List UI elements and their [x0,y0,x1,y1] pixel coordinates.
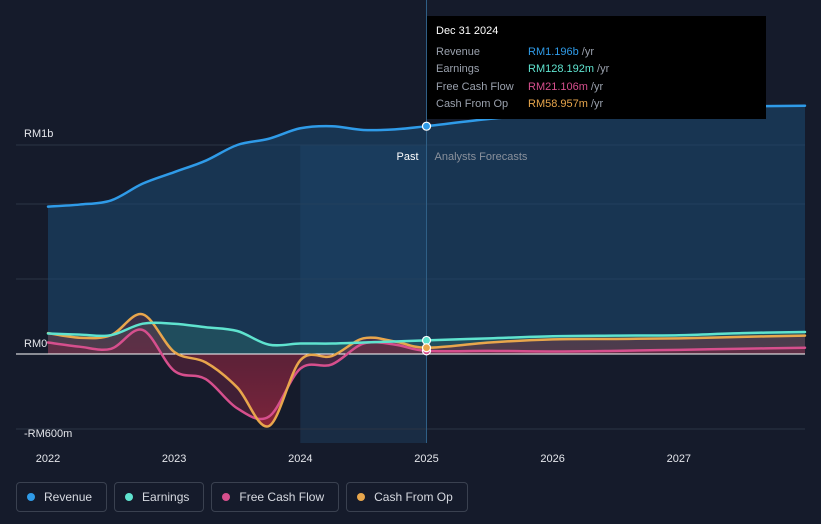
tooltip-date: Dec 31 2024 [436,25,499,37]
x-tick-label: 2027 [667,453,691,465]
y-tick-label: RM1b [24,128,53,140]
x-tick-label: 2026 [540,453,564,465]
x-tick-label: 2024 [288,453,312,465]
past-label: Past [396,151,418,163]
tooltip-value: RM58.957m [528,98,588,111]
series-line-earnings [46,321,807,347]
forecast-label: Analysts Forecasts [435,151,528,163]
tooltip-row-revenue: Revenue RM1.196b /yr [436,43,757,61]
data-tooltip: Dec 31 2024 Revenue RM1.196b /yr Earning… [427,16,766,119]
tooltip-row-free-cash-flow: Free Cash Flow RM21.106m /yr [436,78,757,96]
tooltip-unit: /yr [590,98,604,111]
marker-cash-from-op [421,343,432,353]
legend-dot-icon [222,493,231,501]
legend-dot-icon [125,493,134,501]
y-tick-label: RM0 [24,338,47,350]
cash-from-op-area [48,314,805,427]
tooltip-value: RM128.192m [528,63,595,76]
chart-legend: Revenue Earnings Free Cash Flow Cash Fro… [16,482,468,512]
y-tick-label: -RM600m [24,428,72,440]
legend-label: Cash From Op [374,490,453,504]
x-tick-label: 2022 [36,453,60,465]
marker-revenue [421,121,432,131]
legend-item-free-cash-flow[interactable]: Free Cash Flow [211,482,340,512]
tooltip-row-earnings: Earnings RM128.192m /yr [436,61,757,79]
tooltip-label: Earnings [436,63,480,76]
tooltip-label: Cash From Op [436,98,509,111]
tooltip-value: RM21.106m [528,80,588,93]
tooltip-unit: /yr [597,63,610,76]
legend-label: Revenue [44,490,93,504]
legend-dot-icon [357,493,366,501]
x-tick-label: 2025 [414,453,438,465]
series-line-cash-from-op [46,312,807,428]
tooltip-unit: /yr [581,45,594,58]
legend-item-earnings[interactable]: Earnings [114,482,205,512]
tooltip-unit: /yr [590,80,604,93]
tooltip-row-cash-from-op: Cash From Op RM58.957m /yr [436,96,757,114]
tooltip-value: RM1.196b [528,45,579,58]
legend-item-revenue[interactable]: Revenue [16,482,108,512]
legend-dot-icon [27,493,35,501]
tooltip-label: Revenue [436,45,481,58]
legend-label: Free Cash Flow [239,490,325,504]
legend-item-cash-from-op[interactable]: Cash From Op [346,482,468,512]
legend-label: Earnings [142,490,190,504]
x-tick-label: 2023 [162,453,186,465]
series-line-free-cash-flow [46,328,807,421]
tooltip-label: Free Cash Flow [436,80,514,93]
